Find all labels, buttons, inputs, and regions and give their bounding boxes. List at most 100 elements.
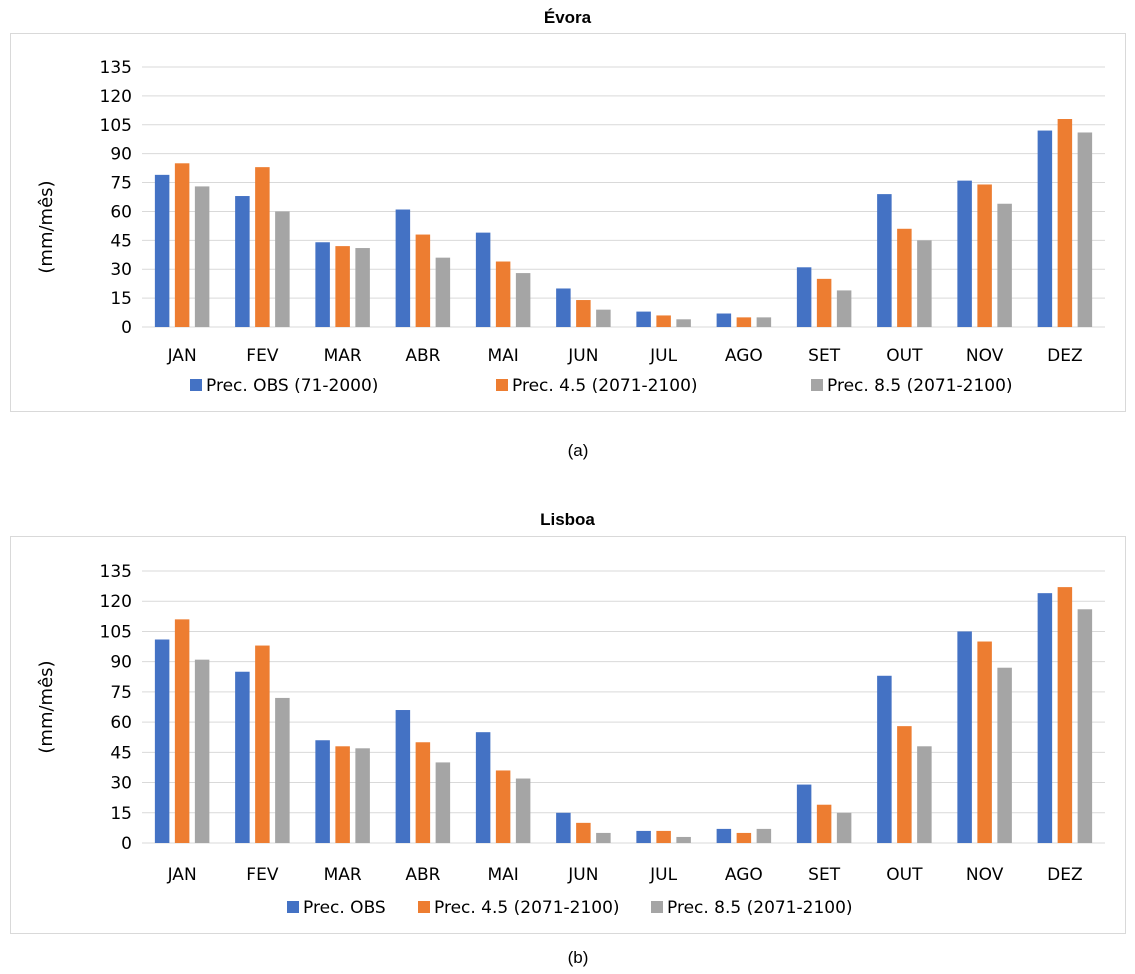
bar-rcp45-jul xyxy=(656,830,671,843)
x-tick-label: NOV xyxy=(966,346,1004,366)
y-tick-label: 60 xyxy=(110,202,132,222)
bar-rcp85-fev xyxy=(275,697,290,843)
x-tick-label: JUN xyxy=(567,346,598,366)
bar-obs-jul xyxy=(636,830,651,843)
x-tick-label: SET xyxy=(808,346,841,366)
bar-rcp85-out xyxy=(917,240,932,327)
bar-rcp85-mai xyxy=(515,778,531,843)
x-tick-label: MAR xyxy=(324,865,362,885)
x-tick-label: ABR xyxy=(405,346,440,366)
bar-rcp45-nov xyxy=(977,641,992,843)
x-tick-label: AGO xyxy=(725,865,763,885)
x-tick-label: FEV xyxy=(246,865,279,885)
x-tick-label: MAR xyxy=(324,346,362,366)
bar-rcp45-fev xyxy=(255,645,270,843)
y-axis-label: (mm/mês) xyxy=(36,660,57,753)
bar-obs-jun xyxy=(556,812,571,843)
bar-rcp85-dez xyxy=(1077,609,1093,843)
bar-rcp85-mar xyxy=(355,748,370,843)
bar-rcp45-jun xyxy=(576,300,591,327)
bar-rcp45-dez xyxy=(1057,119,1073,327)
y-tick-label: 15 xyxy=(110,289,132,309)
y-tick-label: 135 xyxy=(100,562,132,582)
bar-rcp45-set xyxy=(816,278,832,327)
y-tick-label: 135 xyxy=(100,58,132,78)
x-tick-label: NOV xyxy=(966,865,1004,885)
bar-obs-out xyxy=(877,675,892,843)
bar-obs-ago xyxy=(716,313,732,327)
legend-label: Prec. OBS xyxy=(303,898,386,918)
legend-label: Prec. 8.5 (2071-2100) xyxy=(667,898,853,918)
bar-obs-abr xyxy=(395,209,411,327)
x-tick-label: JAN xyxy=(167,346,197,366)
x-tick-label: ABR xyxy=(405,865,440,885)
bar-obs-dez xyxy=(1037,130,1053,327)
bar-rcp85-jan xyxy=(194,659,210,843)
x-tick-label: JAN xyxy=(167,865,197,885)
bar-obs-mai xyxy=(475,732,491,843)
legend-label: Prec. 8.5 (2071-2100) xyxy=(827,376,1013,396)
caption-b: (b) xyxy=(567,948,589,967)
x-tick-label: MAI xyxy=(487,346,518,366)
x-tick-label: OUT xyxy=(886,346,923,366)
bar-rcp85-out xyxy=(917,746,932,843)
caption-a: (a) xyxy=(567,441,589,460)
legend-swatch xyxy=(418,901,430,913)
x-tick-label: SET xyxy=(808,865,841,885)
legend-swatch xyxy=(190,379,202,391)
x-tick-label: OUT xyxy=(886,865,923,885)
bar-rcp45-jul xyxy=(656,315,671,327)
y-tick-label: 105 xyxy=(100,622,132,642)
y-axis-label: (mm/mês) xyxy=(36,180,57,273)
bar-obs-jun xyxy=(556,288,571,327)
bar-obs-jul xyxy=(636,311,651,327)
bar-rcp45-out xyxy=(897,228,912,327)
bar-rcp85-ago xyxy=(756,317,772,327)
legend-label: Prec. 4.5 (2071-2100) xyxy=(512,376,698,396)
bar-rcp85-nov xyxy=(997,667,1012,843)
bar-obs-mar xyxy=(315,740,330,843)
bar-rcp85-dez xyxy=(1077,132,1093,327)
bar-obs-mar xyxy=(315,242,330,327)
y-tick-label: 0 xyxy=(121,834,132,854)
x-tick-label: DEZ xyxy=(1047,865,1082,885)
bar-rcp85-jul xyxy=(676,319,691,327)
bar-obs-fev xyxy=(235,196,250,327)
bar-rcp45-ago xyxy=(736,832,752,843)
y-tick-label: 90 xyxy=(110,653,132,673)
bar-rcp85-jan xyxy=(194,186,210,327)
bar-rcp45-abr xyxy=(415,742,431,843)
bar-rcp45-jun xyxy=(576,822,591,843)
bar-rcp45-nov xyxy=(977,184,992,327)
bar-obs-out xyxy=(877,194,892,327)
bar-rcp45-set xyxy=(816,804,832,843)
x-tick-label: JUL xyxy=(649,865,677,885)
bar-obs-nov xyxy=(957,631,972,843)
chart-title-lisboa: Lisboa xyxy=(540,510,595,529)
bar-rcp85-jun xyxy=(596,309,611,327)
bar-obs-dez xyxy=(1037,593,1053,843)
bar-rcp45-ago xyxy=(736,317,752,327)
y-tick-label: 75 xyxy=(110,174,132,194)
bar-rcp85-abr xyxy=(435,762,451,843)
chart-title-evora: Évora xyxy=(543,8,592,27)
bar-rcp45-dez xyxy=(1057,587,1073,843)
y-tick-label: 75 xyxy=(110,683,132,703)
bar-rcp85-mar xyxy=(355,248,370,327)
bar-rcp45-mai xyxy=(495,261,511,327)
x-tick-label: JUN xyxy=(567,865,598,885)
bar-obs-fev xyxy=(235,671,250,843)
legend-swatch xyxy=(287,901,299,913)
bar-obs-ago xyxy=(716,828,732,843)
y-tick-label: 120 xyxy=(100,87,132,107)
bar-rcp85-nov xyxy=(997,203,1012,327)
legend-swatch xyxy=(811,379,823,391)
x-tick-label: MAI xyxy=(487,865,518,885)
y-tick-label: 30 xyxy=(110,774,132,794)
chart-evora: 0 15 30 45 60 75 90 105 120 135 (mm/mês) JAN FEV MAR A… xyxy=(36,58,1105,396)
bar-rcp45-fev xyxy=(255,167,270,327)
x-tick-label: JUL xyxy=(649,346,677,366)
x-tick-label: AGO xyxy=(725,346,763,366)
y-tick-label: 45 xyxy=(110,231,132,251)
